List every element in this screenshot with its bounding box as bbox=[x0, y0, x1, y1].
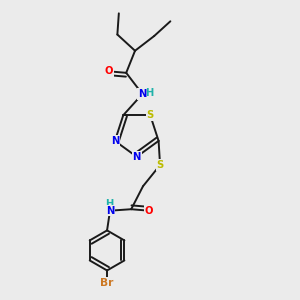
Text: N: N bbox=[133, 152, 141, 162]
Text: S: S bbox=[147, 110, 154, 120]
Text: H: H bbox=[105, 199, 113, 209]
Text: N: N bbox=[106, 206, 114, 216]
Text: H: H bbox=[145, 88, 153, 98]
Text: N: N bbox=[138, 89, 147, 99]
Text: O: O bbox=[105, 66, 113, 76]
Text: O: O bbox=[145, 206, 153, 216]
Text: Br: Br bbox=[100, 278, 114, 288]
Text: S: S bbox=[156, 160, 164, 170]
Text: N: N bbox=[111, 136, 119, 146]
